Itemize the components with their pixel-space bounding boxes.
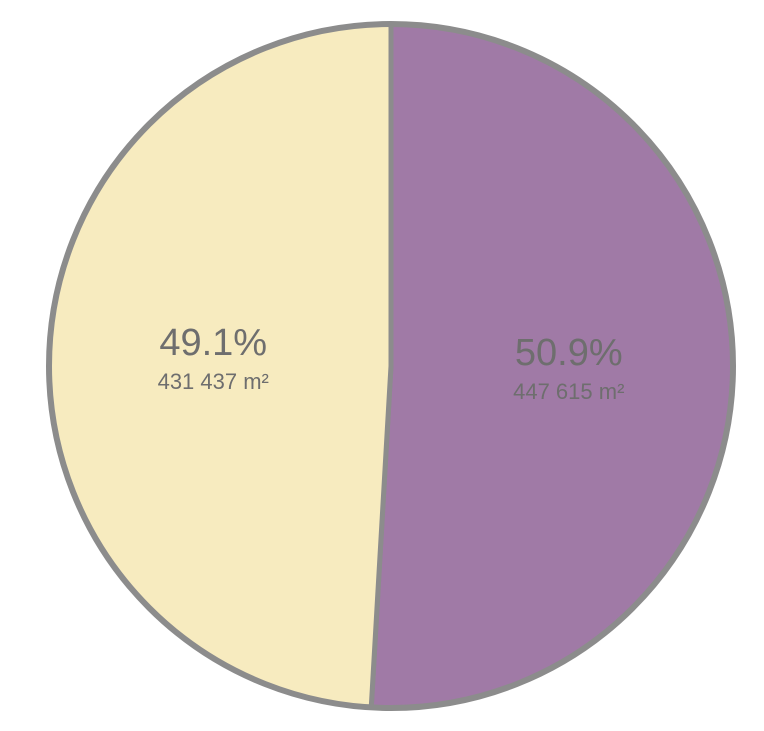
slice-percent-label-0: 49.1% bbox=[159, 322, 267, 364]
pie-slice-0 bbox=[46, 21, 394, 710]
slice-area-label-1: 447 615 m² bbox=[513, 379, 624, 404]
pie-outline bbox=[46, 21, 736, 711]
slice-percent-label-1: 50.9% bbox=[515, 332, 623, 374]
slice-area-label-0: 431 437 m² bbox=[158, 369, 269, 394]
